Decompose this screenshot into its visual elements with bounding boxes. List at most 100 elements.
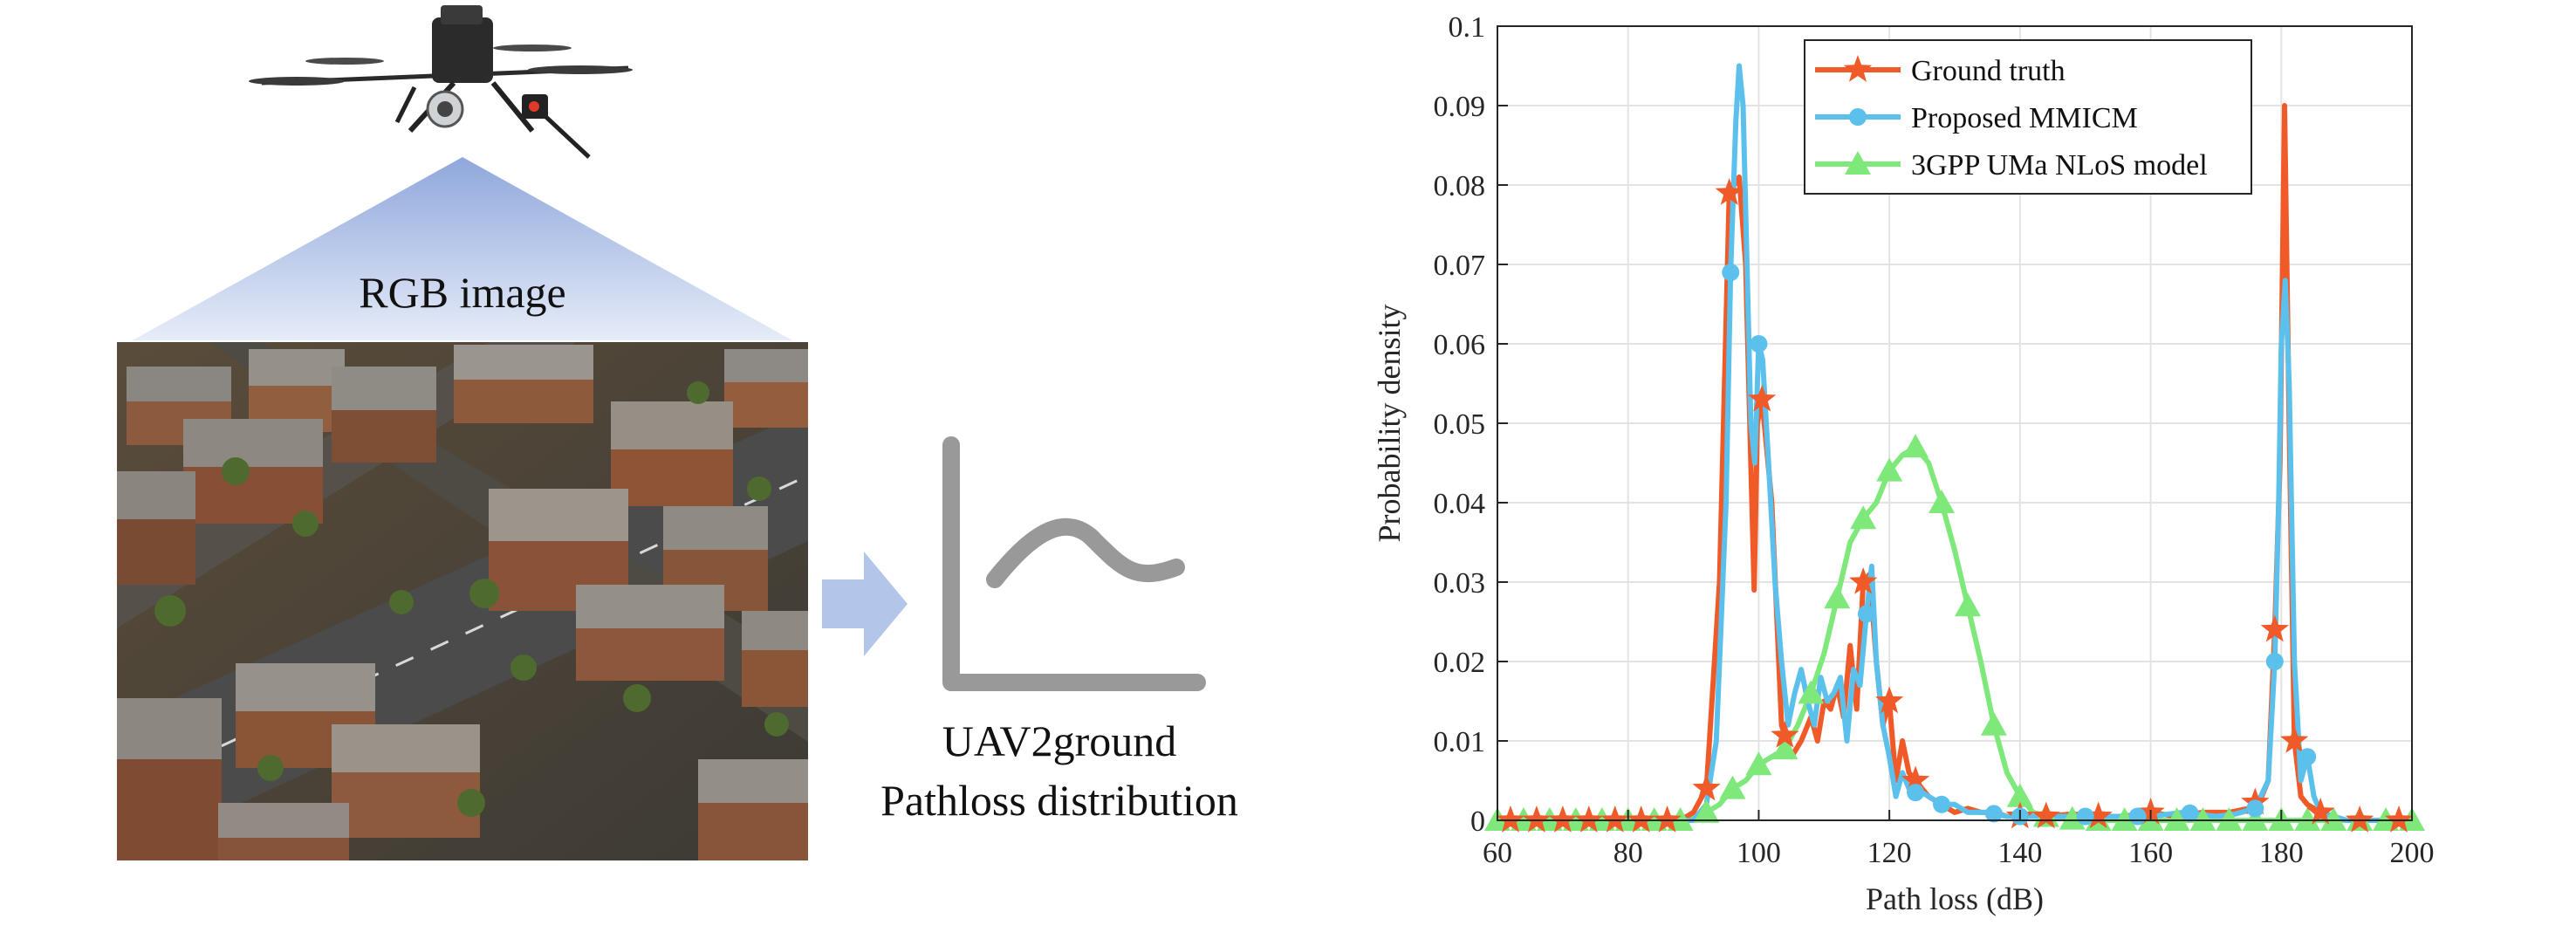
marker-circle <box>2181 804 2199 822</box>
marker-triangle <box>1745 751 1772 776</box>
camera-view-cone <box>133 157 792 340</box>
x-tick-label: 140 <box>1997 837 2042 869</box>
x-tick-label: 160 <box>2128 837 2173 869</box>
marker-triangle <box>1850 505 1877 530</box>
marker-circle <box>2011 807 2029 826</box>
marker-circle <box>1750 335 1768 353</box>
marker-star <box>2345 805 2374 833</box>
rgb-image-label: RGB image <box>359 268 565 317</box>
marker-triangle <box>1641 807 1668 831</box>
y-tick-label: 0.01 <box>1434 726 1486 758</box>
series-line-star <box>1497 103 2412 823</box>
marker-star <box>1875 686 1904 714</box>
marker-triangle <box>1510 807 1537 831</box>
marker-star <box>2306 797 2335 825</box>
marker-triangle <box>1902 434 1929 458</box>
y-tick-label: 0.08 <box>1434 170 1486 202</box>
marker-star <box>1715 178 1744 205</box>
x-tick-label: 80 <box>1613 837 1643 869</box>
marker-triangle <box>2216 807 2243 831</box>
marker-circle <box>1857 605 1875 623</box>
marker-triangle <box>2137 807 2164 831</box>
distribution-curve-icon <box>942 436 1206 691</box>
y-axis-label: Probability density <box>1372 305 1407 543</box>
marker-star <box>1692 773 1721 801</box>
marker-circle <box>2128 807 2147 826</box>
output-label-line2: Pathloss distribution <box>880 776 1238 825</box>
series-markers <box>1484 178 2425 833</box>
marker-triangle <box>1484 807 1511 831</box>
marker-triangle <box>2163 807 2190 831</box>
marker-star <box>1496 805 1525 833</box>
marker-star <box>2031 801 2060 829</box>
marker-star <box>1771 720 1799 748</box>
marker-triangle <box>2189 807 2216 831</box>
marker-star <box>1901 765 1930 793</box>
marker-star <box>2136 797 2165 825</box>
marker-star <box>2280 726 2309 753</box>
marker-star <box>1627 805 1655 833</box>
marker-triangle <box>1588 807 1615 831</box>
series-line-circle <box>1497 63 2412 823</box>
marker-star <box>1548 805 1577 833</box>
y-tick-label: 0.05 <box>1434 408 1486 441</box>
marker-circle <box>1984 805 2003 823</box>
marker-triangle <box>2032 803 2059 827</box>
x-tick-label: 120 <box>1867 837 1912 869</box>
legend-marker-triangle <box>1845 151 1871 175</box>
marker-circle <box>2076 807 2094 826</box>
x-tick-label: 180 <box>2259 837 2304 869</box>
marker-circle <box>1907 784 1925 802</box>
marker-star <box>2260 614 2289 642</box>
marker-triangle <box>1824 585 1851 609</box>
marker-star <box>2005 801 2034 829</box>
series-line-triangle <box>1497 444 2412 823</box>
marker-star <box>2384 805 2414 833</box>
marker-triangle <box>1929 490 1956 513</box>
marker-star <box>1600 805 1629 833</box>
output-label-line1: UAV2ground <box>942 716 1177 765</box>
marker-triangle <box>1667 807 1694 831</box>
marker-triangle <box>2242 807 2269 831</box>
arrow-right-icon <box>822 552 908 656</box>
marker-triangle <box>1771 736 1798 760</box>
legend-box <box>1804 39 2252 195</box>
marker-triangle <box>1693 799 1720 823</box>
y-tick-label: 0.04 <box>1434 488 1486 520</box>
marker-triangle <box>2373 807 2400 831</box>
marker-circle <box>1722 264 1740 282</box>
marker-circle <box>2246 799 2264 818</box>
y-tick-label: 0.03 <box>1434 567 1486 600</box>
marker-star <box>1653 805 1682 833</box>
marker-triangle <box>1798 680 1825 704</box>
marker-circle <box>2299 748 2317 766</box>
marker-triangle <box>1562 807 1589 831</box>
y-tick-label: 0.1 <box>1449 11 1486 44</box>
marker-triangle <box>1719 775 1746 799</box>
x-tick-label: 100 <box>1737 837 1781 869</box>
marker-triangle <box>2268 807 2295 831</box>
marker-star <box>1849 567 1878 594</box>
y-tick-label: 0.02 <box>1434 647 1486 679</box>
marker-triangle <box>2346 807 2374 831</box>
legend: Ground truth Proposed MMICM 3GPP UMa NLoS … <box>1804 39 2252 195</box>
marker-triangle <box>2111 807 2138 831</box>
marker-triangle <box>1980 711 2007 736</box>
marker-circle <box>1933 795 1951 813</box>
x-axis-label: Path loss (dB) <box>1866 881 2044 916</box>
plot-frame <box>1497 25 2413 821</box>
marker-triangle <box>1876 457 1903 482</box>
marker-triangle <box>2085 807 2112 831</box>
building-roof <box>117 345 808 860</box>
marker-triangle <box>2006 783 2033 807</box>
y-tick-label: 0.09 <box>1434 91 1486 123</box>
legend-entry-label: Ground truth <box>1911 55 2066 87</box>
marker-triangle <box>1954 593 1981 617</box>
marker-triangle <box>2294 807 2321 831</box>
x-tick-label: 60 <box>1483 837 1512 869</box>
marker-triangle <box>1614 807 1641 831</box>
axes: 60 80 100 120 140 160 180 200 0 0.01 0.02 0.03 0.04 0… <box>1372 11 2435 916</box>
aerial-city-image <box>117 342 808 860</box>
marker-circle <box>2265 653 2284 670</box>
marker-star <box>1748 384 1777 412</box>
